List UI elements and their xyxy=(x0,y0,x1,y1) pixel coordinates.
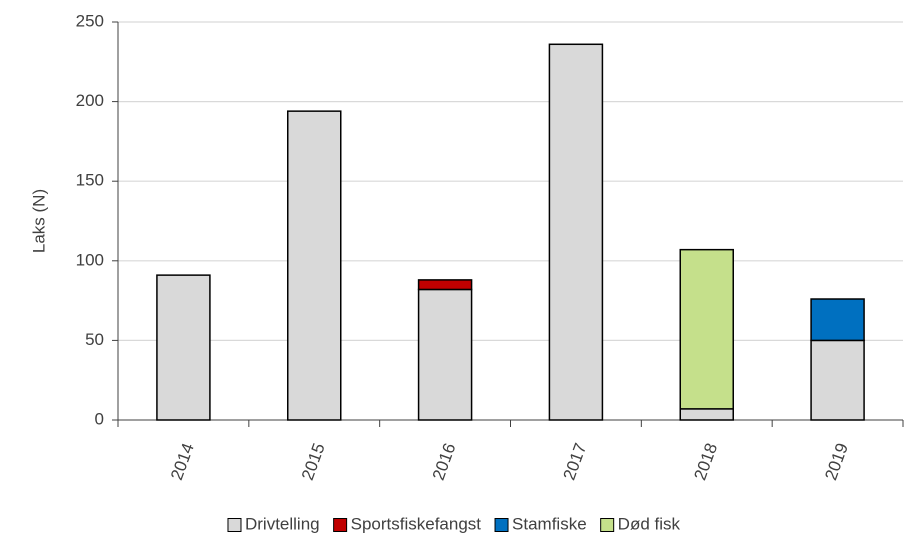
y-tick-label: 50 xyxy=(85,330,104,349)
y-tick-label: 250 xyxy=(76,11,104,30)
y-axis-label: Laks (N) xyxy=(29,189,48,253)
bar-segment xyxy=(810,298,865,342)
legend-label: Sportsfiskefangst xyxy=(351,514,482,533)
x-tick-label: 2015 xyxy=(298,441,329,483)
legend-label: Drivtelling xyxy=(245,514,320,533)
x-tick-label: 2014 xyxy=(167,441,198,483)
bar-segment xyxy=(287,110,342,421)
bar-segment xyxy=(810,339,865,421)
legend-label: Stamfiske xyxy=(512,514,587,533)
legend-swatch xyxy=(333,518,348,532)
x-tick-label: 2017 xyxy=(560,441,591,483)
legend-swatch xyxy=(494,518,509,532)
y-tick-label: 150 xyxy=(76,171,104,190)
bar-segment xyxy=(679,248,734,410)
y-tick-label: 0 xyxy=(95,409,104,428)
legend-swatch xyxy=(227,518,242,532)
x-tick-label: 2018 xyxy=(690,441,721,483)
y-tick-label: 100 xyxy=(76,250,104,269)
bar-segment xyxy=(417,288,473,421)
legend-swatch xyxy=(600,518,615,532)
y-tick-label: 200 xyxy=(76,91,104,110)
x-tick-label: 2016 xyxy=(429,441,460,483)
bar-segment xyxy=(417,279,473,291)
legend-label: Død fisk xyxy=(618,514,681,533)
bar-segment xyxy=(548,43,604,421)
bar-segment xyxy=(156,274,211,421)
x-tick-label: 2019 xyxy=(821,441,852,483)
bar-segment xyxy=(679,408,734,421)
